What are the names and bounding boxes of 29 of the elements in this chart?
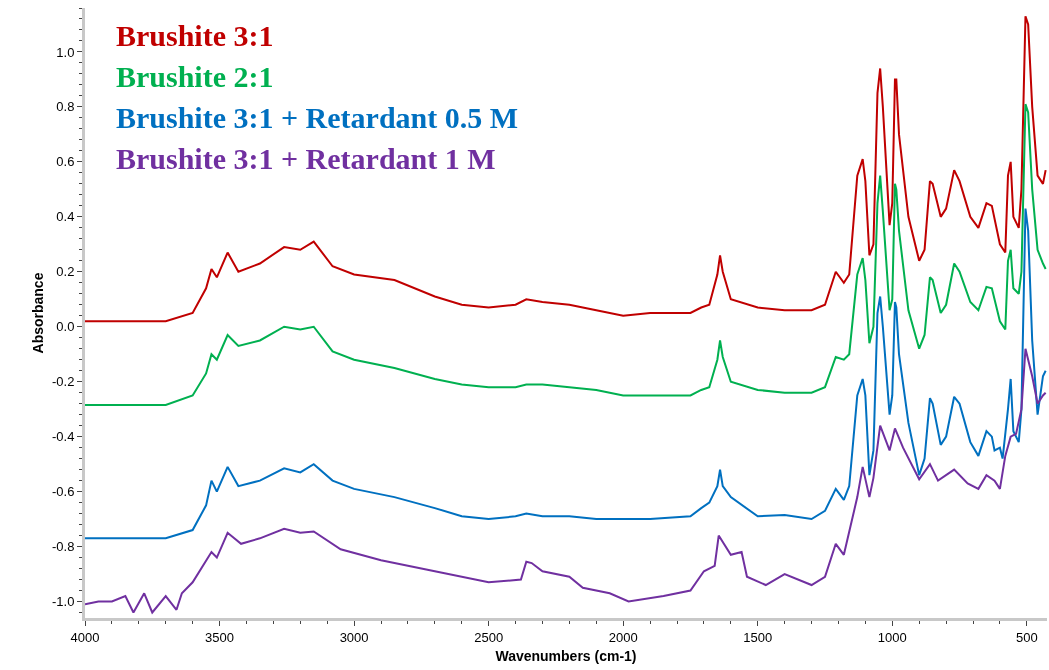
text: Brushite 2:1 — [116, 60, 274, 93]
x-tick-label: 3500 — [205, 629, 235, 645]
x-axis-title: Wavenumbers (cm-1) — [495, 647, 637, 664]
y-tick-label: 0.8 — [56, 99, 75, 115]
y-tick-label: -0.8 — [51, 539, 75, 555]
text: Brushite 3:1 — [116, 19, 274, 52]
line-series — [85, 347, 1047, 614]
line-series — [85, 207, 1047, 540]
x-tick-label: 4000 — [70, 629, 100, 645]
line-series — [85, 103, 1047, 407]
text: Brushite 3:1 + Retardant 1 M — [116, 142, 496, 175]
y-tick-label: 0.6 — [56, 154, 75, 170]
x-tick-label: 1000 — [877, 629, 907, 645]
text: Brushite 3:1 + Retardant 0.5 M — [116, 101, 519, 134]
x-tick-label: 2500 — [474, 629, 504, 645]
y-axis-title: Absorbance — [29, 272, 46, 354]
y-tick-label: -0.2 — [51, 374, 75, 390]
x-tick-label: 1500 — [743, 629, 773, 645]
y-tick-label: 0.4 — [56, 209, 75, 225]
y-tick-label: 1.0 — [56, 44, 75, 60]
y-tick-label: 0.0 — [56, 319, 75, 335]
y-tick-label: -0.6 — [51, 484, 75, 500]
y-tick-label: -1.0 — [51, 594, 75, 610]
y-tick-label: 0.2 — [56, 264, 75, 280]
x-tick-label: 3000 — [339, 629, 369, 645]
x-tick-label: 2000 — [608, 629, 638, 645]
line-series — [85, 15, 1047, 323]
y-tick-label: -0.4 — [51, 429, 75, 445]
x-tick-label: 500 — [1015, 629, 1038, 645]
